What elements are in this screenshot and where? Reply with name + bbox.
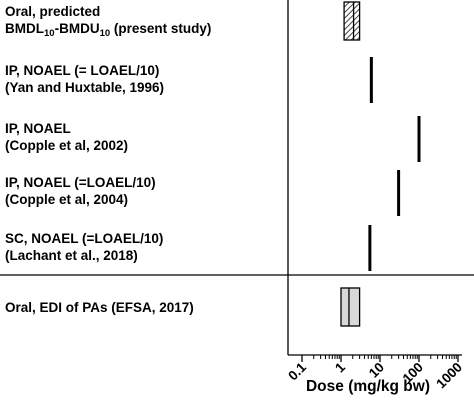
row-label-3: IP, NOAEL (=LOAEL/10) (Copple et al, 2004… bbox=[5, 175, 156, 207]
row-label-5: Oral, EDI of PAs (EFSA, 2017) bbox=[5, 300, 194, 315]
row-label-4: SC, NOAEL (=LOAEL/10) (Lachant et al., 20… bbox=[5, 231, 164, 263]
row-label-0: Oral, predicted BMDL10-BMDU10 (present st… bbox=[5, 4, 212, 39]
range-box-5 bbox=[340, 287, 361, 327]
row-label-2: IP, NOAEL (Copple et al, 2002) bbox=[5, 121, 129, 153]
x-axis-title: Dose (mg/kg bw) bbox=[305, 378, 430, 395]
range-box-0 bbox=[343, 1, 361, 41]
row-label-1: IP, NOAEL (= LOAEL/10) (Yan and Huxtable,… bbox=[5, 63, 165, 95]
tick-label: 1 bbox=[332, 359, 348, 375]
